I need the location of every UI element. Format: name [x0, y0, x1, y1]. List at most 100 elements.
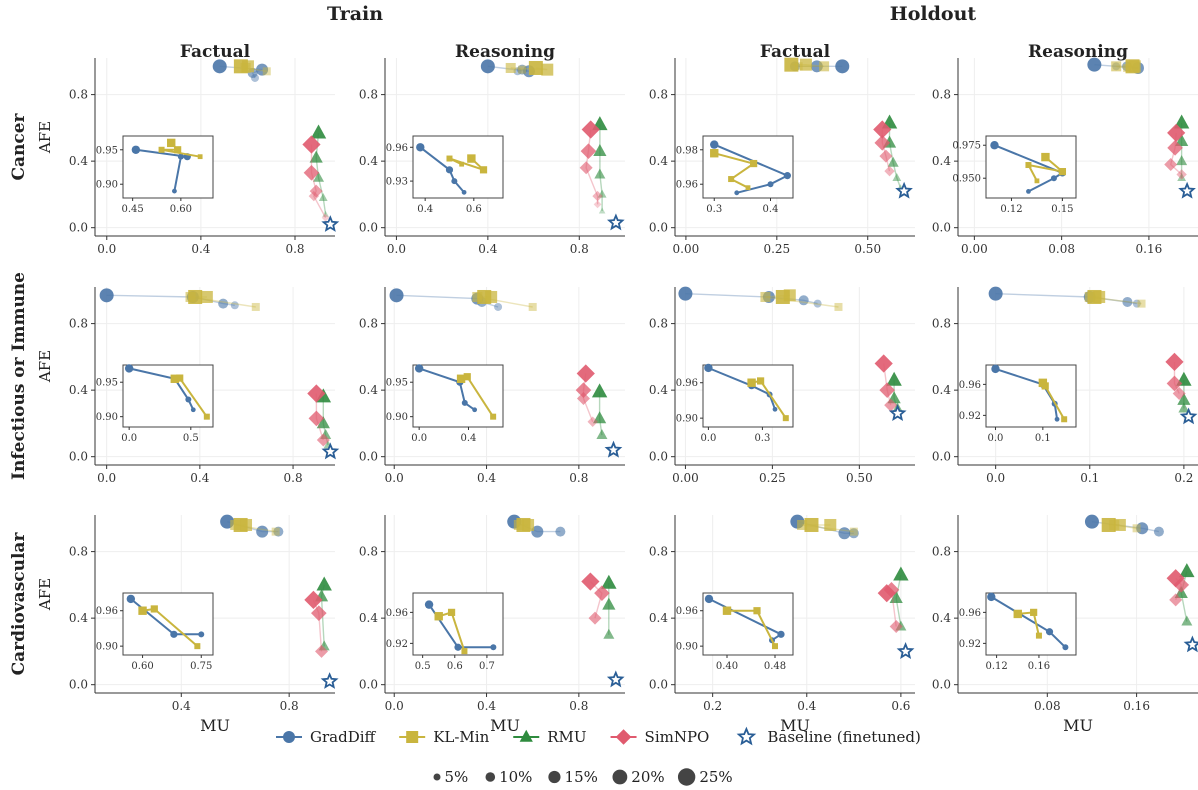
legend: GradDiff KL-Min RMU SimNPO Baseline (finetun… — [276, 726, 921, 786]
inset-point-graddiff — [461, 399, 468, 406]
inset-x-tick-label: 0.0 — [411, 433, 427, 444]
inset-x-tick-label: 0.60 — [170, 204, 192, 215]
data-point-simnpo — [593, 200, 602, 209]
data-point-rmu — [322, 210, 329, 217]
inset-point-kl-min — [772, 643, 778, 650]
inset-x-tick-label: 0.4 — [417, 204, 433, 215]
column-title-factual: Factual — [760, 42, 831, 62]
data-point-rmu — [316, 576, 332, 591]
x-tick-label: 0.4 — [191, 242, 210, 256]
inset-series-line — [708, 367, 776, 410]
data-point-kl-min — [262, 67, 271, 76]
inset-point-graddiff — [734, 190, 740, 196]
legend-size-item: 15% — [548, 768, 598, 786]
panel: 0.0 0.4 0.8 0.0 0.4 0.8 AFE 0.45 0.60 0.90 0.95 — [36, 58, 340, 256]
inset-y-tick-label: 0.96 — [96, 606, 118, 617]
column-title-factual: Factual — [180, 42, 251, 62]
inset-y-tick-label: 0.95 — [96, 378, 118, 389]
data-point-kl-min — [518, 65, 527, 74]
data-point-baseline-finetuned- — [321, 442, 340, 460]
data-point-simnpo — [304, 590, 323, 609]
inset-point-kl-min — [463, 373, 471, 381]
inset-point-kl-min — [757, 377, 765, 385]
data-point-rmu — [887, 156, 899, 167]
x-tick-label: 0.8 — [569, 699, 588, 713]
data-point-simnpo — [873, 120, 892, 139]
inset-point-graddiff — [445, 166, 454, 174]
inset-point-kl-min — [1035, 632, 1042, 639]
inset-y-tick-label: 0.90 — [96, 642, 118, 653]
inset-point-kl-min — [753, 607, 761, 615]
inset-y-tick-label: 0.92 — [959, 639, 981, 650]
inset-x-tick-label: 0.60 — [131, 661, 153, 672]
legend-marker — [283, 731, 295, 743]
y-tick-label: 0.8 — [932, 88, 951, 102]
inset-y-tick-label: 0.96 — [676, 606, 698, 617]
data-point-rmu — [889, 590, 903, 603]
data-point-rmu — [893, 566, 909, 581]
data-point-rmu — [309, 150, 323, 163]
data-point-graddiff — [1136, 522, 1149, 535]
inset-point-graddiff — [461, 189, 467, 195]
inset-point-kl-min — [479, 166, 488, 174]
data-point-simnpo — [1164, 157, 1178, 171]
inset-y-tick-label: 0.96 — [676, 180, 698, 191]
y-tick-label: 0.8 — [69, 545, 88, 559]
x-tick-label: 0.00 — [961, 242, 988, 256]
inset-point-graddiff — [131, 145, 141, 154]
inset-y-tick-label: 0.90 — [96, 412, 118, 423]
inset-point-kl-min — [434, 612, 443, 621]
inset-frame — [412, 135, 504, 199]
inset-y-tick-label: 0.950 — [952, 174, 981, 185]
x-axis-label: MU — [490, 716, 520, 735]
panel: 0.2 0.4 0.6 0.0 0.4 0.8 MU 0.40 0.48 0.90 0.96 — [649, 514, 915, 735]
legend-size-dot — [548, 770, 561, 784]
data-point-simnpo — [576, 364, 595, 383]
legend-size-label: 25% — [699, 768, 732, 786]
inset-point-kl-min — [750, 159, 758, 168]
inset-y-tick-label: 0.90 — [676, 414, 698, 425]
data-point-kl-min — [819, 61, 830, 72]
data-point-simnpo — [581, 120, 600, 139]
inset-x-tick-label: 0.75 — [190, 661, 212, 672]
x-tick-label: 0.4 — [477, 471, 496, 485]
data-point-simnpo — [316, 433, 330, 447]
y-tick-label: 0.0 — [649, 678, 668, 692]
data-point-graddiff — [99, 288, 114, 303]
data-point-kl-min — [783, 289, 796, 302]
inset-point-kl-min — [1030, 608, 1038, 616]
inset-x-tick-label: 0.4 — [763, 204, 779, 215]
data-point-simnpo — [1176, 169, 1187, 180]
y-tick-label: 0.4 — [649, 611, 668, 625]
data-point-kl-min — [528, 302, 537, 311]
inset-point-graddiff — [987, 592, 996, 602]
data-point-baseline-finetuned- — [1178, 181, 1196, 199]
data-point-rmu — [594, 168, 606, 179]
x-tick-label: 0.2 — [703, 699, 722, 713]
data-point-simnpo — [1167, 123, 1186, 142]
data-point-simnpo — [889, 619, 903, 633]
inset-x-tick-label: 0.12 — [985, 661, 1007, 672]
data-point-simnpo — [587, 416, 598, 427]
x-tick-label: 0.16 — [1123, 699, 1150, 713]
x-tick-label: 0.08 — [1034, 699, 1061, 713]
x-axis-label: MU — [780, 716, 810, 735]
inset-point-kl-min — [1034, 178, 1040, 184]
y-tick-label: 0.0 — [932, 221, 951, 235]
x-tick-label: 0.4 — [797, 699, 816, 713]
legend-marker — [519, 729, 533, 742]
inset: 0.4 0.6 0.93 0.96 — [386, 135, 504, 215]
inset-series-line — [714, 152, 756, 189]
y-tick-label: 0.8 — [649, 317, 668, 331]
inset-point-kl-min — [745, 185, 751, 191]
data-point-rmu — [1175, 133, 1189, 146]
inset-point-graddiff — [454, 643, 462, 651]
inset-series-line — [449, 157, 485, 171]
inset-point-graddiff — [472, 407, 478, 413]
legend-item-rmu: RMU — [513, 728, 587, 746]
inset-x-tick-label: 0.0 — [988, 433, 1004, 444]
data-point-simnpo — [1165, 352, 1184, 371]
data-point-kl-min — [522, 518, 535, 531]
data-point-rmu — [597, 189, 607, 198]
